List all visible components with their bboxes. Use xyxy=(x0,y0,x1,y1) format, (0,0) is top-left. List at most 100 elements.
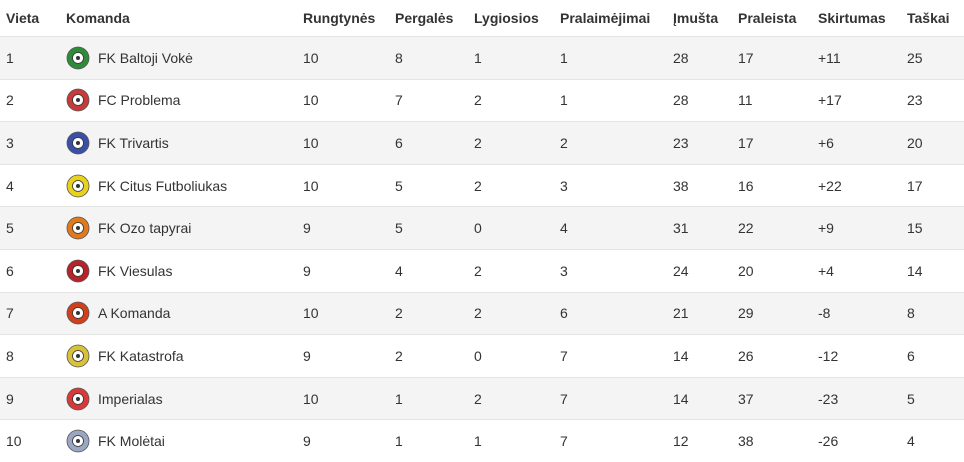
conceded-cell: 16 xyxy=(732,164,812,207)
won-cell: 2 xyxy=(389,334,468,378)
lost-cell: 1 xyxy=(554,36,667,80)
team-info[interactable]: FK Viesulas xyxy=(66,259,297,283)
table-row[interactable]: 10 FK Molėtai 9 1 1 7 12 38 -26 4 xyxy=(0,419,964,462)
won-cell: 5 xyxy=(389,206,468,250)
lost-cell: 3 xyxy=(554,164,667,207)
team-name-link[interactable]: FK Citus Futboliukas xyxy=(98,177,228,194)
drawn-cell: 2 xyxy=(468,79,554,122)
team-name-link[interactable]: FK Trivartis xyxy=(98,134,169,151)
played-cell: 9 xyxy=(297,206,389,250)
conceded-cell: 38 xyxy=(732,419,812,462)
team-logo-icon xyxy=(66,88,90,112)
table-row[interactable]: 9 Imperialas 10 1 2 7 14 37 -23 5 xyxy=(0,377,964,420)
col-header-komanda[interactable]: Komanda xyxy=(60,0,297,37)
won-cell: 1 xyxy=(389,419,468,462)
team-name-link[interactable]: FK Katastrofa xyxy=(98,347,184,364)
conceded-cell: 20 xyxy=(732,249,812,293)
played-cell: 10 xyxy=(297,121,389,165)
scored-cell: 28 xyxy=(667,36,732,80)
table-row[interactable]: 5 FK Ozo tapyrai 9 5 0 4 31 22 +9 15 xyxy=(0,206,964,250)
points-cell: 6 xyxy=(901,334,964,378)
team-cell: FK Viesulas xyxy=(60,249,297,293)
col-header-skirtumas[interactable]: Skirtumas xyxy=(812,0,901,37)
drawn-cell: 2 xyxy=(468,121,554,165)
table-row[interactable]: 3 FK Trivartis 10 6 2 2 23 17 +6 20 xyxy=(0,121,964,165)
conceded-cell: 22 xyxy=(732,206,812,250)
scored-cell: 28 xyxy=(667,79,732,122)
col-header-lygiosios[interactable]: Lygiosios xyxy=(468,0,554,37)
col-header-taskai[interactable]: Taškai xyxy=(901,0,964,37)
lost-cell: 7 xyxy=(554,419,667,462)
team-info[interactable]: FK Baltoji Vokė xyxy=(66,46,297,70)
table-row[interactable]: 4 FK Citus Futboliukas 10 5 2 3 38 16 +22 17 xyxy=(0,164,964,207)
team-info[interactable]: FK Molėtai xyxy=(66,429,297,453)
conceded-cell: 37 xyxy=(732,377,812,420)
lost-cell: 1 xyxy=(554,79,667,122)
table-row[interactable]: 1 FK Baltoji Vokė 10 8 1 1 28 17 +11 25 xyxy=(0,36,964,80)
points-cell: 4 xyxy=(901,419,964,462)
won-cell: 7 xyxy=(389,79,468,122)
points-cell: 23 xyxy=(901,79,964,122)
col-header-pralaimejimai[interactable]: Pralaimėjimai xyxy=(554,0,667,37)
table-row[interactable]: 6 FK Viesulas 9 4 2 3 24 20 +4 14 xyxy=(0,249,964,293)
won-cell: 5 xyxy=(389,164,468,207)
table-body: 1 FK Baltoji Vokė 10 8 1 1 28 17 +11 25 2 FC Proble… xyxy=(0,36,964,462)
team-logo-icon xyxy=(66,131,90,155)
played-cell: 10 xyxy=(297,79,389,122)
team-logo-icon xyxy=(66,387,90,411)
team-cell: Imperialas xyxy=(60,377,297,420)
team-cell: FK Molėtai xyxy=(60,419,297,462)
team-info[interactable]: FK Ozo tapyrai xyxy=(66,216,297,240)
position-cell: 4 xyxy=(0,164,60,207)
team-cell: FC Problema xyxy=(60,79,297,122)
team-name-link[interactable]: FK Molėtai xyxy=(98,433,165,450)
team-cell: FK Trivartis xyxy=(60,121,297,165)
position-cell: 2 xyxy=(0,79,60,122)
position-cell: 5 xyxy=(0,206,60,250)
col-header-praleista[interactable]: Praleista xyxy=(732,0,812,37)
won-cell: 2 xyxy=(389,292,468,335)
team-logo-icon xyxy=(66,46,90,70)
lost-cell: 2 xyxy=(554,121,667,165)
drawn-cell: 1 xyxy=(468,36,554,80)
team-info[interactable]: A Komanda xyxy=(66,301,297,325)
col-header-vieta[interactable]: Vieta xyxy=(0,0,60,37)
team-cell: FK Baltoji Vokė xyxy=(60,36,297,80)
position-cell: 10 xyxy=(0,419,60,462)
team-cell: A Komanda xyxy=(60,292,297,335)
conceded-cell: 11 xyxy=(732,79,812,122)
col-header-imusta[interactable]: Įmušta xyxy=(667,0,732,37)
scored-cell: 14 xyxy=(667,334,732,378)
goal-diff-cell: -12 xyxy=(812,334,901,378)
team-info[interactable]: Imperialas xyxy=(66,387,297,411)
table-row[interactable]: 2 FC Problema 10 7 2 1 28 11 +17 23 xyxy=(0,79,964,122)
team-name-link[interactable]: FC Problema xyxy=(98,92,181,109)
team-info[interactable]: FK Trivartis xyxy=(66,131,297,155)
won-cell: 4 xyxy=(389,249,468,293)
position-cell: 3 xyxy=(0,121,60,165)
goal-diff-cell: -26 xyxy=(812,419,901,462)
team-name-link[interactable]: A Komanda xyxy=(98,305,171,322)
team-logo-icon xyxy=(66,259,90,283)
scored-cell: 21 xyxy=(667,292,732,335)
position-cell: 1 xyxy=(0,36,60,80)
col-header-rungtynes[interactable]: Rungtynės xyxy=(297,0,389,37)
team-info[interactable]: FK Katastrofa xyxy=(66,344,297,368)
team-name-link[interactable]: FK Viesulas xyxy=(98,262,173,279)
col-header-pergales[interactable]: Pergalės xyxy=(389,0,468,37)
drawn-cell: 2 xyxy=(468,377,554,420)
scored-cell: 14 xyxy=(667,377,732,420)
team-name-link[interactable]: FK Baltoji Vokė xyxy=(98,49,193,66)
scored-cell: 23 xyxy=(667,121,732,165)
team-name-link[interactable]: Imperialas xyxy=(98,390,163,407)
team-info[interactable]: FK Citus Futboliukas xyxy=(66,174,297,198)
team-info[interactable]: FC Problema xyxy=(66,88,297,112)
played-cell: 10 xyxy=(297,36,389,80)
points-cell: 25 xyxy=(901,36,964,80)
lost-cell: 7 xyxy=(554,334,667,378)
table-row[interactable]: 8 FK Katastrofa 9 2 0 7 14 26 -12 6 xyxy=(0,334,964,378)
goal-diff-cell: -8 xyxy=(812,292,901,335)
team-name-link[interactable]: FK Ozo tapyrai xyxy=(98,220,192,237)
